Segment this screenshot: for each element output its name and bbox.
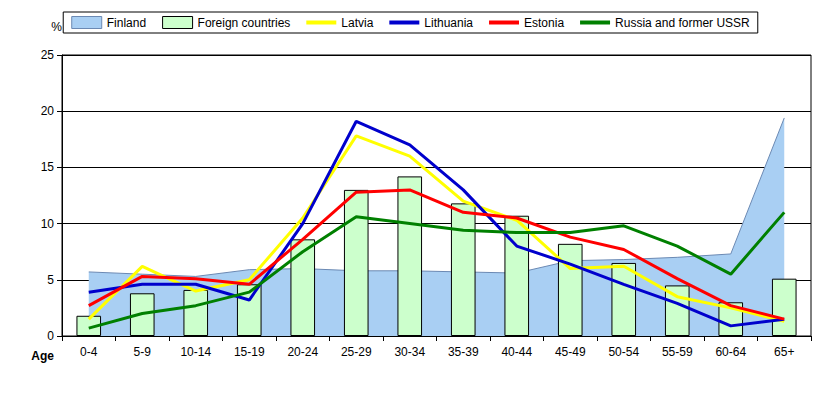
- svg-text:15-19: 15-19: [234, 345, 265, 359]
- svg-text:0: 0: [47, 329, 54, 343]
- svg-text:Russia and former USSR: Russia and former USSR: [615, 16, 750, 30]
- svg-text:40-44: 40-44: [501, 345, 532, 359]
- svg-text:Estonia: Estonia: [524, 16, 564, 30]
- svg-text:15: 15: [41, 160, 55, 174]
- svg-text:%: %: [51, 20, 62, 34]
- svg-text:25: 25: [41, 48, 55, 62]
- svg-text:20: 20: [41, 104, 55, 118]
- svg-text:10-14: 10-14: [180, 345, 211, 359]
- svg-text:35-39: 35-39: [448, 345, 479, 359]
- svg-text:0-4: 0-4: [80, 345, 98, 359]
- svg-text:5-9: 5-9: [134, 345, 152, 359]
- svg-text:Foreign countries: Foreign countries: [198, 16, 291, 30]
- svg-text:Lithuania: Lithuania: [424, 16, 473, 30]
- svg-text:5: 5: [47, 273, 54, 287]
- svg-text:65+: 65+: [774, 345, 794, 359]
- svg-text:10: 10: [41, 217, 55, 231]
- svg-text:Finland: Finland: [107, 16, 146, 30]
- svg-text:45-49: 45-49: [555, 345, 586, 359]
- svg-text:20-24: 20-24: [287, 345, 318, 359]
- svg-text:55-59: 55-59: [662, 345, 693, 359]
- svg-text:30-34: 30-34: [394, 345, 425, 359]
- svg-text:50-54: 50-54: [608, 345, 639, 359]
- svg-text:Latvia: Latvia: [341, 16, 373, 30]
- svg-text:25-29: 25-29: [341, 345, 372, 359]
- svg-text:Age: Age: [31, 349, 54, 363]
- svg-text:60-64: 60-64: [715, 345, 746, 359]
